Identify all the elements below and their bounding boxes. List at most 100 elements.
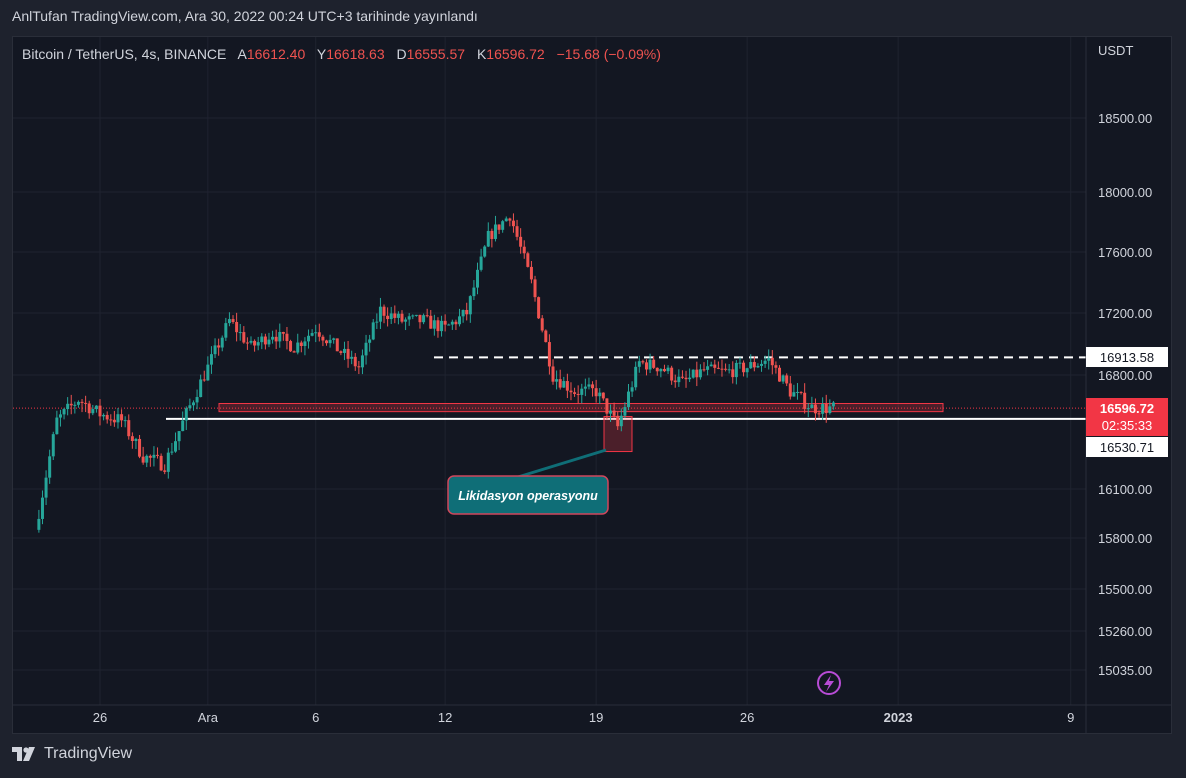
candle-body (213, 345, 217, 355)
lightning-icon[interactable] (817, 671, 841, 695)
candle-body (393, 313, 397, 318)
y-tick-label: 18500.00 (1098, 111, 1152, 126)
svg-text:16530.71: 16530.71 (1100, 440, 1154, 455)
candle-body (217, 345, 221, 348)
y-tick-label: 17200.00 (1098, 306, 1152, 321)
candle-body (821, 403, 825, 414)
candle-body (799, 391, 803, 393)
candle-body (565, 381, 569, 391)
candle-body (170, 451, 174, 453)
candle-body (637, 361, 641, 367)
candle-body (778, 367, 781, 382)
candle-body (569, 390, 573, 393)
candle-body (526, 253, 530, 267)
candle-body (774, 365, 778, 368)
candle-body (271, 336, 275, 340)
candle-body (188, 405, 192, 409)
candle-body (80, 401, 84, 403)
candle-body (249, 340, 253, 343)
candle-body (724, 368, 728, 370)
candle-body (731, 369, 735, 378)
candle-body (159, 455, 163, 471)
candle-body (680, 376, 684, 378)
candle-body (231, 319, 235, 323)
open-value: 16612.40 (247, 46, 306, 62)
candle-body (698, 369, 702, 378)
candle-body (76, 401, 80, 405)
annotation-callout[interactable]: Likidasyon operasyonu (447, 448, 609, 515)
candle-body (648, 359, 652, 370)
high-value: 16618.63 (326, 46, 385, 62)
candle-body (828, 406, 832, 414)
candle-body (148, 455, 152, 458)
candle-body (713, 364, 717, 368)
candle-body (314, 332, 318, 334)
candle-body (641, 361, 645, 363)
candle-body (350, 356, 354, 359)
candle-body (285, 333, 289, 342)
candle-body (587, 384, 591, 387)
candle-body (558, 379, 562, 388)
candle-body (443, 320, 447, 325)
candle-body (619, 415, 623, 427)
zones (218, 403, 944, 453)
candle-body (69, 403, 73, 406)
candle-body (66, 403, 70, 410)
candle-body (436, 320, 440, 332)
candle-body (555, 379, 559, 382)
candle-body (163, 470, 167, 472)
candle-body (274, 336, 278, 342)
candle-body (652, 359, 656, 368)
candle-body (371, 322, 375, 340)
candle-body (256, 342, 260, 346)
candle-body (335, 338, 339, 352)
published-info: AnlTufan TradingView.com, Ara 30, 2022 0… (12, 8, 478, 24)
y-tick-label: 16100.00 (1098, 482, 1152, 497)
candle-body (130, 436, 134, 441)
candle-body (360, 355, 364, 368)
candle-body (540, 318, 544, 331)
y-tick-label: 16800.00 (1098, 368, 1152, 383)
candle-body (224, 323, 228, 338)
candle-body (706, 366, 710, 370)
candles (37, 213, 835, 533)
candle-body (468, 296, 472, 315)
candle-body (199, 379, 203, 398)
liquidity-zone (218, 403, 944, 413)
candle-body (450, 321, 454, 325)
candle-body (166, 452, 170, 472)
candle-body (670, 367, 674, 381)
candle-body (662, 368, 666, 372)
candle-body (788, 383, 792, 397)
candle-body (803, 392, 807, 409)
candle-body (511, 220, 515, 227)
candle-body (278, 332, 282, 342)
candle-body (227, 319, 231, 324)
candle-body (810, 404, 814, 409)
candle-body (414, 314, 418, 316)
candle-body (177, 431, 181, 442)
candle-body (303, 341, 307, 347)
candle-body (580, 388, 584, 395)
candle-body (709, 364, 713, 367)
candle-body (813, 404, 817, 414)
y-tick-label: 17600.00 (1098, 245, 1152, 260)
candle-body (760, 363, 764, 366)
close-value: 16596.72 (486, 46, 545, 62)
candle-body (325, 340, 328, 344)
candle-body (206, 364, 210, 381)
candle-body (519, 236, 523, 247)
candle-body (688, 377, 692, 380)
candle-body (770, 357, 774, 366)
candle-body (253, 340, 257, 346)
x-tick-label: 9 (1067, 710, 1074, 725)
level-lines (13, 356, 1086, 420)
candle-body (785, 375, 789, 384)
candle-body (515, 226, 519, 237)
candle-body (105, 414, 109, 420)
candle-body (267, 339, 271, 345)
currency-label: USDT (1098, 43, 1133, 58)
x-tick-label: 26 (93, 710, 107, 725)
candle-body (792, 392, 796, 397)
